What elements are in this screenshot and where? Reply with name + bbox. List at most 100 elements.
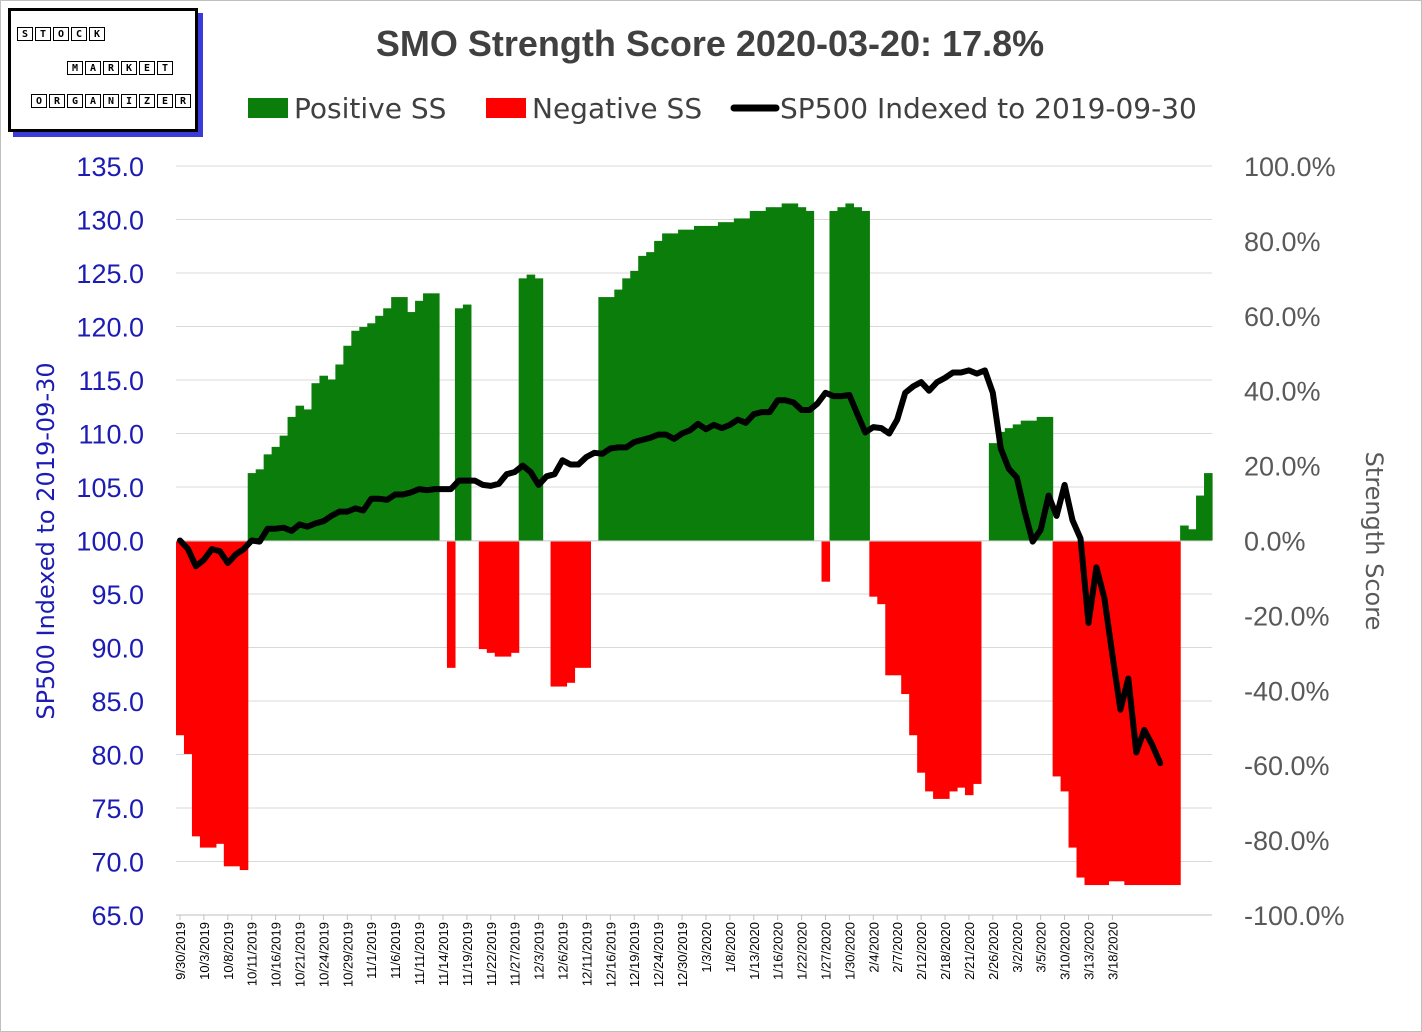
positive-ss-bar [335,364,344,541]
negative-ss-bar [215,540,225,844]
negative-ss-bar [1092,540,1102,886]
positive-ss-bar [359,327,368,541]
positive-ss-bar [431,293,440,541]
x-tick-label: 2/26/2020 [986,922,1001,980]
logo-letter: A [85,94,101,108]
negative-ss-bar [1124,540,1133,886]
positive-ss-bar [654,240,663,541]
positive-ss-bar [423,293,432,541]
positive-ss-bar [247,473,257,541]
logo-letter: R [175,94,191,108]
left-tick-label: 135.0 [76,152,144,182]
positive-ss-bar [996,431,1006,541]
right-tick-label: -100.0% [1244,901,1345,931]
left-tick-label: 95.0 [91,580,144,610]
right-tick-label: 0.0% [1244,527,1306,557]
negative-ss-bar [941,540,950,799]
x-tick-label: 11/6/2019 [388,922,403,979]
x-tick-label: 2/18/2020 [938,922,953,980]
negative-ss-bar [1068,540,1078,848]
positive-ss-bar [717,222,727,541]
negative-ss-bar [1148,540,1157,886]
left-axis-label: SP500 Indexed to 2019-09-30 [32,362,60,719]
negative-ss-bar [901,540,910,695]
x-tick-label: 3/5/2020 [1034,922,1049,973]
left-tick-label: 130.0 [76,206,144,236]
negative-ss-bar [207,540,217,848]
positive-ss-bar [303,409,313,541]
positive-ss-bar [829,210,839,541]
negative-ss-bar [223,540,233,867]
x-tick-label: 11/1/2019 [364,922,379,979]
positive-ss-bar [805,210,815,541]
logo-letter: N [103,94,119,108]
positive-ss-bar [622,278,631,541]
legend-swatch-positive [248,98,288,118]
x-tick-label: 10/16/2019 [269,922,284,987]
negative-ss-bar [964,540,974,796]
negative-ss-bar [486,540,496,653]
positive-ss-bar [263,454,273,541]
positive-ss-bar [367,323,376,541]
x-tick-label: 12/24/2019 [651,922,666,987]
positive-ss-bar [1004,428,1014,541]
legend: Positive SS Negative SS SP500 Indexed to… [248,92,1197,125]
negative-ss-bar [1156,540,1165,886]
right-tick-label: 60.0% [1244,302,1321,332]
x-tick-label: 11/11/2019 [412,922,427,985]
x-tick-label: 12/3/2019 [532,922,547,980]
negative-ss-bar [1172,540,1181,886]
left-tick-label: 90.0 [91,634,144,664]
right-tick-label: -20.0% [1244,601,1330,631]
left-tick-label: 65.0 [91,901,144,931]
negative-ss-bar [566,540,576,683]
negative-ss-bar [1140,540,1149,886]
negative-ss-bar [183,540,193,754]
positive-ss-bar [789,203,799,541]
positive-ss-bar [383,308,392,541]
x-tick-label: 2/12/2020 [914,922,929,980]
right-tick-label: -80.0% [1244,826,1330,856]
logo-letter: R [49,94,65,108]
x-tick-label: 11/27/2019 [508,922,523,986]
positive-ss-bar [1028,420,1038,541]
logo-letter: T [157,61,173,75]
x-tick-label: 10/21/2019 [293,922,308,987]
legend-label-positive: Positive SS [294,92,446,125]
positive-ss-bar [741,218,751,541]
legend-swatch-negative [486,98,526,118]
positive-ss-bar [526,274,536,541]
negative-ss-bar [893,540,902,676]
x-tick-label: 11/19/2019 [460,922,475,986]
logo-letter: G [67,94,83,108]
positive-ss-bar [1020,420,1030,541]
negative-ss-bar [949,540,958,792]
negative-ss-bar [494,540,504,657]
logo-letter: T [35,27,51,41]
positive-ss-bar [598,297,607,541]
positive-ss-bar [837,207,847,541]
logo-letter: A [85,61,101,75]
negative-ss-bar [558,540,568,687]
positive-ss-bar [988,443,998,541]
negative-ss-bar [1100,540,1109,886]
logo-letter: O [31,94,47,108]
negative-ss-bar [574,540,584,668]
x-tick-label: 12/6/2019 [556,922,571,980]
x-tick-label: 10/8/2019 [221,922,236,980]
positive-ss-bar [733,218,743,541]
x-tick-label: 2/7/2020 [890,922,905,973]
legend-label-negative: Negative SS [532,92,702,125]
logo-letter: R [103,61,119,75]
positive-ss-bar [462,304,472,541]
logo-letter: I [121,94,137,108]
x-tick-label: 12/30/2019 [675,922,690,987]
x-tick-label: 1/30/2020 [842,922,857,980]
legend-label-line: SP500 Indexed to 2019-09-30 [780,92,1197,125]
logo-letter: S [17,27,33,41]
x-tick-label: 11/14/2019 [436,922,451,986]
logo-letter: E [139,61,155,75]
positive-ss-bar [606,297,615,541]
negative-ss-bar [502,540,512,657]
